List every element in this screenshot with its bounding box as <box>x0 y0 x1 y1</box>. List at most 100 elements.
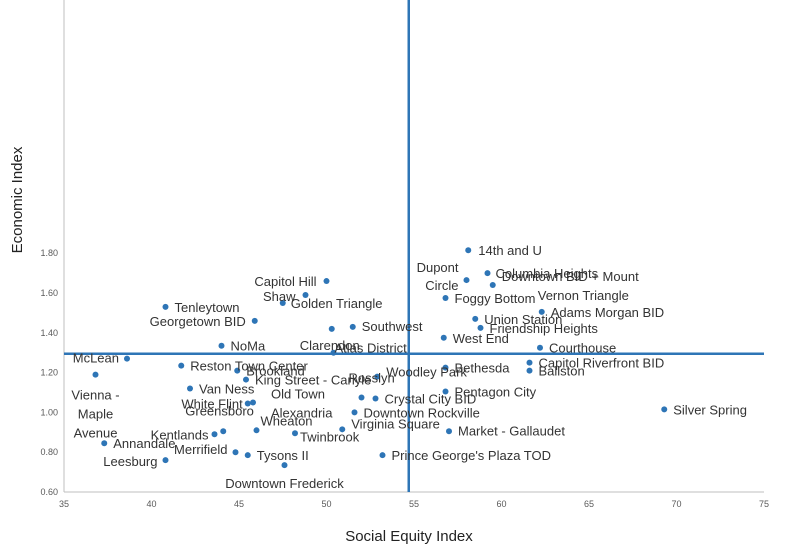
point-label: Friendship Heights <box>490 321 599 336</box>
data-point <box>211 431 218 438</box>
data-point <box>323 278 330 285</box>
data-point <box>253 427 260 434</box>
point-label: Shaw <box>263 289 296 304</box>
point-label: NoMa <box>231 339 266 354</box>
data-point <box>463 277 470 284</box>
point-label: Adams Morgan BID <box>551 305 664 320</box>
x-tick-label: 65 <box>584 499 594 509</box>
x-tick-label: 55 <box>409 499 419 509</box>
y-tick-label: 1.00 <box>40 407 58 417</box>
point-label: Pentagon City <box>455 385 537 400</box>
data-point <box>484 270 491 277</box>
y-axis-title: Economic Index <box>9 146 26 253</box>
data-point <box>526 359 533 366</box>
point-label: Downtown Rockville <box>364 405 480 420</box>
data-point <box>465 247 472 254</box>
data-point <box>243 376 249 383</box>
y-tick-label: 0.80 <box>40 447 58 457</box>
point-label: Silver Spring <box>673 402 747 417</box>
point-label: West End <box>453 331 509 346</box>
point-label: Columbia Heights <box>496 266 599 281</box>
data-point <box>442 388 449 395</box>
x-tick-label: 40 <box>146 499 156 509</box>
data-point <box>374 373 381 380</box>
y-tick-label: 0.60 <box>40 487 58 497</box>
data-point <box>477 324 484 331</box>
point-label: 14th and U <box>478 243 542 258</box>
x-tick-label: 60 <box>496 499 506 509</box>
data-point <box>92 371 99 378</box>
data-point <box>250 399 256 406</box>
data-point <box>442 364 449 371</box>
data-point <box>328 325 335 332</box>
data-point <box>440 334 447 341</box>
x-axis-title: Social Equity Index <box>345 528 473 545</box>
point-label: Dupont Circle <box>417 260 459 293</box>
data-point <box>351 409 358 416</box>
y-tick-labels: 0.60 0.80 1.00 1.20 1.40 1.60 1.80 <box>40 248 58 497</box>
point-label: Bethesda <box>455 361 511 376</box>
point-label: Twinbrook <box>300 429 360 444</box>
point-label: Crystal City BID <box>385 391 477 406</box>
data-point <box>526 367 533 374</box>
point-label: Tenleytown <box>175 300 240 315</box>
data-points <box>92 247 668 469</box>
data-point <box>661 406 668 413</box>
point-label: Van Ness <box>199 382 255 397</box>
x-tick-labels: 35 40 45 50 55 60 65 70 75 <box>59 499 769 509</box>
point-label: Merrifield <box>174 442 227 457</box>
point-label: Prince George's Plaza TOD <box>392 448 552 463</box>
y-tick-label: 1.80 <box>40 248 58 258</box>
data-point <box>358 394 365 401</box>
data-point <box>279 299 286 306</box>
data-point <box>489 282 496 289</box>
data-point <box>472 315 479 322</box>
point-label: Tysons II <box>257 448 309 463</box>
point-label: Golden Triangle <box>291 296 383 311</box>
point-label: King Street - Carlyle <box>255 373 371 388</box>
point-label: Woodley Park <box>386 365 467 380</box>
data-point <box>442 294 449 301</box>
data-point <box>232 449 239 456</box>
data-point <box>446 428 452 435</box>
point-label: Capitol Riverfront BID <box>539 356 665 371</box>
data-point <box>218 342 225 349</box>
plot-area: 35 40 45 50 55 60 65 70 75 0.60 0.80 1.00 1.20 1.40 1… <box>40 0 769 509</box>
point-label: Georgetown BID <box>150 314 246 329</box>
data-point <box>124 355 130 362</box>
data-point <box>178 362 185 369</box>
data-point <box>220 428 227 435</box>
data-point <box>251 317 258 324</box>
data-point <box>281 462 288 469</box>
x-tick-label: 45 <box>234 499 244 509</box>
data-point <box>302 291 309 298</box>
point-label: Courthouse <box>549 341 616 356</box>
point-label: Clarendon <box>300 338 360 353</box>
data-point <box>244 400 251 407</box>
point-label: Leesburg <box>103 454 157 469</box>
data-point <box>187 385 193 392</box>
point-label: Southwest <box>362 319 423 334</box>
point-label: Annandale <box>113 436 175 451</box>
point-label: Rosslyn <box>349 370 395 385</box>
point-label: Downtown BID + Mount Vernon Triangle <box>502 269 639 303</box>
data-point <box>162 303 169 310</box>
data-point <box>244 452 251 459</box>
x-tick-label: 35 <box>59 499 69 509</box>
y-tick-label: 1.60 <box>40 288 58 298</box>
point-labels: 14th and U Columbia Heights Dupont Circle Do… <box>71 243 747 491</box>
point-label: Brookland <box>246 364 305 379</box>
data-point <box>379 452 386 459</box>
data-point <box>339 426 346 433</box>
point-label: Capitol Hill <box>254 274 316 289</box>
point-label: Kentlands <box>151 427 209 442</box>
x-tick-label: 70 <box>671 499 681 509</box>
y-tick-label: 1.40 <box>40 328 58 338</box>
point-label: Atlas District <box>335 341 408 356</box>
point-label: Wheaton <box>261 413 313 428</box>
point-label: Market - Gallaudet <box>458 423 565 438</box>
point-label: Reston Town Center <box>190 359 308 374</box>
data-point <box>372 395 379 402</box>
data-point <box>330 349 337 356</box>
